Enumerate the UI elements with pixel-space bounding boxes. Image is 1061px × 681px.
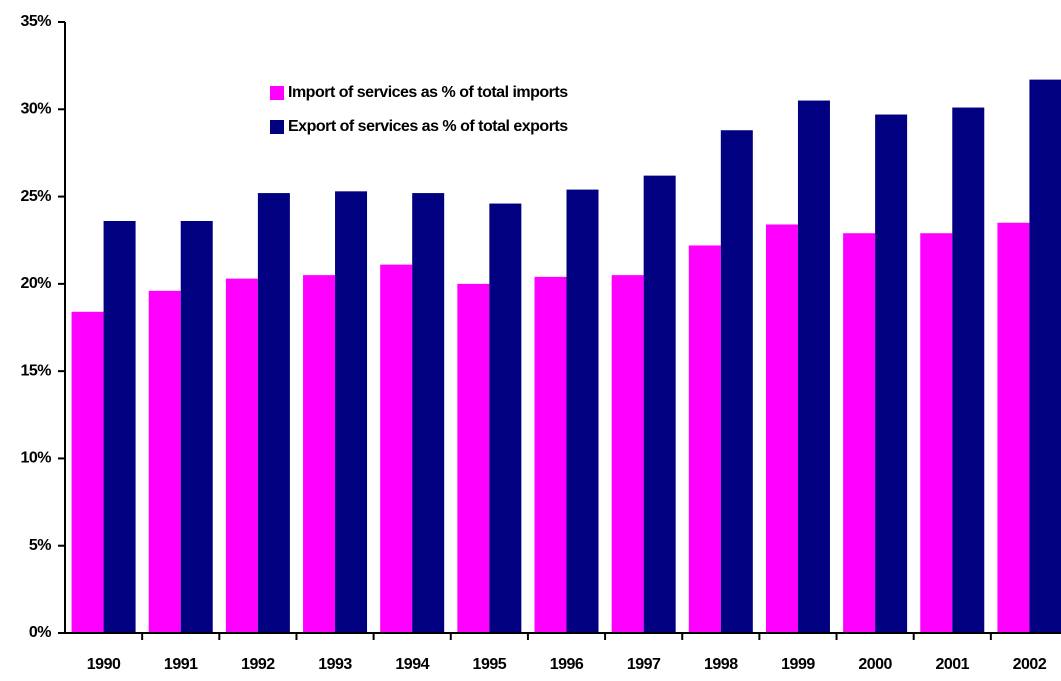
bar: [643, 175, 676, 633]
x-tick-label: 1992: [241, 656, 275, 673]
bar: [566, 189, 599, 634]
bar: [797, 100, 830, 634]
bar: [225, 278, 258, 633]
y-tick-label: 30%: [20, 101, 51, 118]
y-tick-label: 10%: [20, 450, 51, 467]
bar: [71, 311, 104, 633]
bar: [997, 222, 1030, 633]
legend-label: Import of services as % of total imports: [288, 84, 568, 101]
bar: [534, 276, 567, 633]
bar: [920, 233, 953, 633]
bar: [180, 221, 213, 634]
bar: [952, 107, 985, 634]
bar: [720, 130, 753, 633]
bar: [412, 193, 445, 633]
bar: [765, 224, 798, 633]
x-tick-label: 1993: [318, 656, 352, 673]
x-tick-label: 2000: [858, 656, 892, 673]
bar: [380, 264, 413, 633]
x-tick-label: 1998: [704, 656, 738, 673]
x-tick-label: 1991: [164, 656, 198, 673]
y-tick-label: 25%: [20, 188, 51, 205]
bar: [303, 275, 336, 633]
x-tick-label: 1997: [627, 656, 661, 673]
legend-swatch: [270, 120, 284, 134]
bar: [843, 233, 876, 633]
bar: [1029, 79, 1061, 633]
legend-swatch: [270, 86, 284, 100]
bar: [875, 114, 908, 634]
x-tick-label: 2002: [1013, 656, 1047, 673]
legend-label: Export of services as % of total exports: [288, 118, 568, 135]
y-tick-label: 5%: [29, 537, 51, 554]
bar: [335, 191, 368, 633]
x-tick-label: 1996: [550, 656, 584, 673]
y-tick-label: 0%: [29, 624, 51, 641]
bar: [148, 290, 181, 633]
x-tick-label: 1994: [395, 656, 429, 673]
bar: [257, 193, 290, 633]
y-tick-label: 35%: [20, 13, 51, 30]
x-tick-label: 1999: [781, 656, 815, 673]
bar: [611, 275, 644, 633]
bar: [489, 203, 522, 633]
x-tick-label: 1995: [473, 656, 507, 673]
y-tick-label: 20%: [20, 275, 51, 292]
y-tick-label: 15%: [20, 362, 51, 379]
x-tick-label: 1990: [87, 656, 121, 673]
x-tick-label: 2001: [935, 656, 969, 673]
bar: [103, 221, 136, 634]
bar: [688, 245, 721, 634]
bar: [457, 283, 490, 633]
